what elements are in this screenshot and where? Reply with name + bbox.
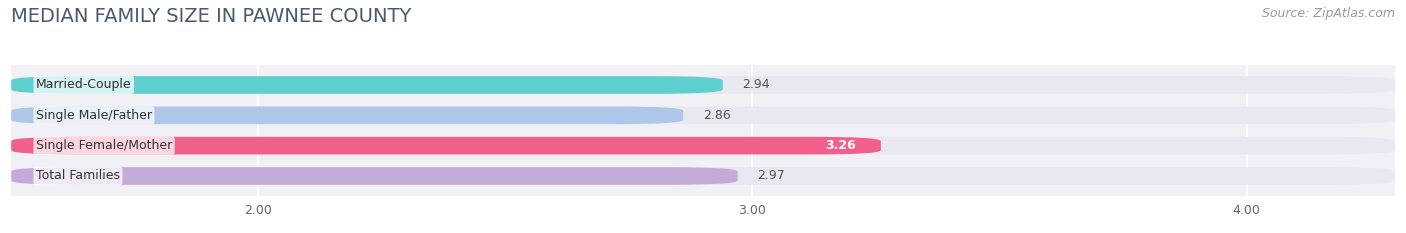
Text: Single Female/Mother: Single Female/Mother <box>37 139 172 152</box>
Text: MEDIAN FAMILY SIZE IN PAWNEE COUNTY: MEDIAN FAMILY SIZE IN PAWNEE COUNTY <box>11 7 412 26</box>
Text: Married-Couple: Married-Couple <box>37 79 132 92</box>
FancyBboxPatch shape <box>11 76 723 94</box>
Text: 2.97: 2.97 <box>758 169 785 182</box>
Text: 2.86: 2.86 <box>703 109 731 122</box>
Text: 3.26: 3.26 <box>825 139 856 152</box>
FancyBboxPatch shape <box>11 137 882 154</box>
FancyBboxPatch shape <box>11 106 683 124</box>
Text: 2.94: 2.94 <box>742 79 770 92</box>
FancyBboxPatch shape <box>11 167 1395 185</box>
FancyBboxPatch shape <box>11 106 1395 124</box>
Text: Source: ZipAtlas.com: Source: ZipAtlas.com <box>1261 7 1395 20</box>
FancyBboxPatch shape <box>11 137 1395 154</box>
Text: Single Male/Father: Single Male/Father <box>37 109 152 122</box>
FancyBboxPatch shape <box>11 76 1395 94</box>
FancyBboxPatch shape <box>11 167 738 185</box>
Text: Total Families: Total Families <box>37 169 120 182</box>
